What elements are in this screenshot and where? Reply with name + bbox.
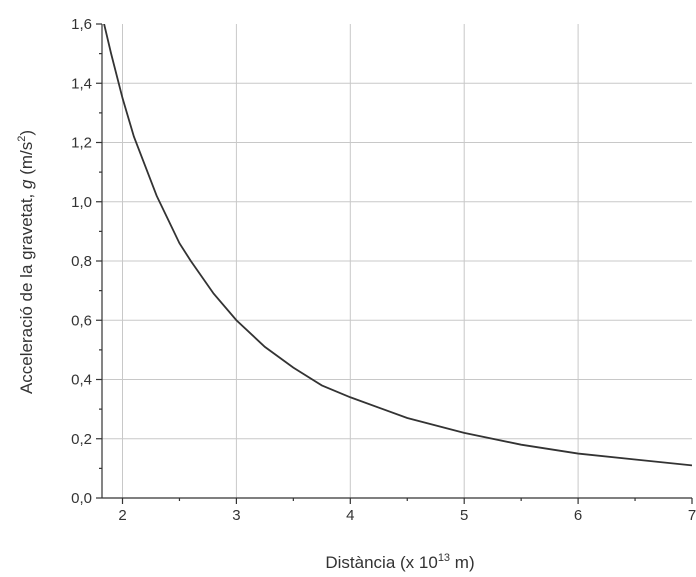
x-tick-label: 3 bbox=[232, 507, 240, 524]
y-axis-label-unit: (m/s bbox=[17, 142, 36, 180]
x-axis-label-exponent: 13 bbox=[438, 552, 450, 564]
y-axis-label-tail: ) bbox=[17, 130, 36, 136]
y-axis-label-variable: g bbox=[17, 179, 36, 189]
y-tick-labels: 0,0 0,2 0,4 0,6 0,8 1,0 1,2 1,4 1,6 bbox=[71, 16, 92, 507]
grid-lines bbox=[102, 24, 692, 498]
x-tick-labels: 2 3 4 5 6 7 bbox=[118, 507, 696, 524]
y-tick-label: 1,2 bbox=[71, 135, 92, 152]
y-tick-label: 0,6 bbox=[71, 312, 92, 329]
y-tick-label: 0,4 bbox=[71, 372, 92, 389]
x-tick-label: 6 bbox=[574, 507, 582, 524]
y-tick-label: 1,6 bbox=[71, 16, 92, 33]
y-tick-label: 0,2 bbox=[71, 431, 92, 448]
y-axis-label-main: Acceleració de la gravetat, bbox=[17, 189, 36, 394]
series-line bbox=[103, 24, 692, 467]
y-tick-label: 0,0 bbox=[71, 490, 92, 507]
series-group bbox=[103, 24, 692, 467]
y-axis-label: Acceleració de la gravetat, g (m/s2) bbox=[16, 130, 36, 394]
x-axis-label: Distància (x 1013 m) bbox=[325, 552, 474, 572]
x-tick-label: 5 bbox=[460, 507, 468, 524]
x-tick-label: 7 bbox=[688, 507, 696, 524]
x-tick-label: 2 bbox=[118, 507, 126, 524]
y-tick-label: 1,4 bbox=[71, 75, 92, 92]
x-tick-label: 4 bbox=[346, 507, 354, 524]
x-axis-label-main: Distància (x 10 bbox=[325, 553, 437, 572]
tick-marks bbox=[96, 23, 693, 504]
y-axis-label-exponent: 2 bbox=[16, 136, 28, 142]
y-tick-label: 0,8 bbox=[71, 253, 92, 270]
x-axis-label-tail: m) bbox=[450, 553, 475, 572]
y-tick-label: 1,0 bbox=[71, 194, 92, 211]
